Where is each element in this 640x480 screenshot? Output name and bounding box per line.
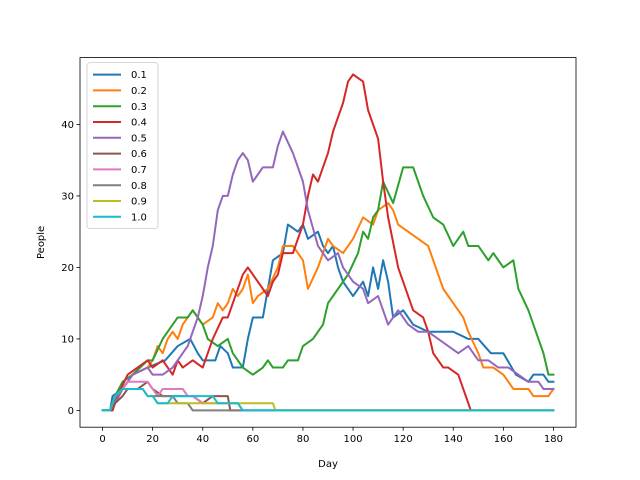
x-axis-label: Day: [318, 459, 338, 470]
x-tick-label: 20: [146, 434, 159, 445]
x-tick-label: 40: [196, 434, 209, 445]
y-tick-label: 20: [61, 263, 74, 274]
y-axis: 0 10 20 30 40: [61, 120, 80, 417]
x-axis: 0 20 40 60 80 100 120 140 160 180: [99, 427, 563, 445]
legend-box: [86, 62, 159, 229]
legend-label: 0.3: [131, 102, 147, 113]
series-line-0.1: [101, 223, 555, 412]
x-tick-label: 180: [544, 434, 563, 445]
legend-label: 0.7: [131, 165, 147, 176]
series-line-0.3: [101, 166, 555, 412]
series-line-0.4: [101, 73, 473, 412]
x-tick-label: 0: [99, 434, 105, 445]
x-tick-label: 60: [246, 434, 259, 445]
x-tick-label: 100: [344, 434, 363, 445]
series-line-0.2: [101, 202, 555, 412]
axes-frame: [79, 57, 577, 428]
x-tick-label: 160: [494, 434, 513, 445]
y-tick-label: 30: [61, 191, 74, 202]
series-line-0.5: [101, 130, 555, 412]
legend-label: 0.5: [131, 133, 147, 144]
y-tick-label: 0: [68, 406, 74, 417]
x-tick-label: 120: [394, 434, 413, 445]
series-line-1.0: [101, 387, 555, 412]
legend: 0.1 0.2 0.3 0.4 0.5 0.6 0.7 0.8 0.9 1.0: [86, 62, 159, 229]
x-tick-label: 80: [297, 434, 310, 445]
y-tick-label: 10: [61, 334, 74, 345]
legend-label: 0.4: [131, 118, 147, 129]
y-tick-label: 40: [61, 120, 74, 131]
series-layer: [101, 73, 555, 412]
legend-label: 0.6: [131, 149, 147, 160]
legend-label: 0.9: [131, 197, 147, 208]
legend-label: 0.1: [131, 70, 147, 81]
legend-label: 0.8: [131, 181, 147, 192]
legend-label: 0.2: [131, 86, 147, 97]
legend-label: 1.0: [131, 212, 147, 223]
x-tick-label: 140: [444, 434, 463, 445]
y-axis-label: People: [36, 226, 47, 259]
